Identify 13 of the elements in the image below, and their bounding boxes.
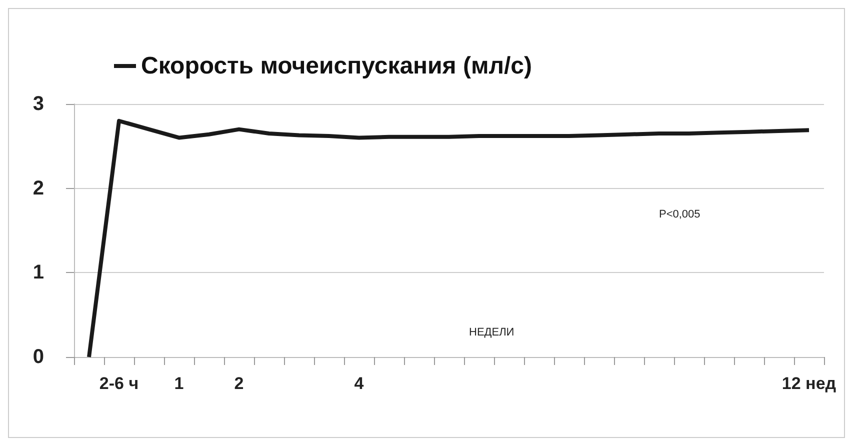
x-tick-label: 1 — [174, 374, 184, 393]
y-tick-label: 3 — [32, 93, 44, 115]
line-series — [87, 118, 811, 359]
y-tick-label: 0 — [32, 346, 44, 368]
legend-label: Скорость мочеиспускания (мл/с) — [141, 52, 532, 80]
x-tick-label: 2-6 ч — [99, 374, 139, 393]
x-tick-label: 2 — [234, 374, 244, 393]
x-tick-label: 12 нед — [782, 374, 836, 393]
annotation: P<0,005 — [659, 208, 700, 220]
annotation: НЕДЕЛИ — [469, 326, 514, 338]
y-tick-label: 1 — [32, 262, 44, 284]
x-tick-label: 4 — [354, 374, 364, 393]
y-tick-label: 2 — [32, 177, 44, 200]
